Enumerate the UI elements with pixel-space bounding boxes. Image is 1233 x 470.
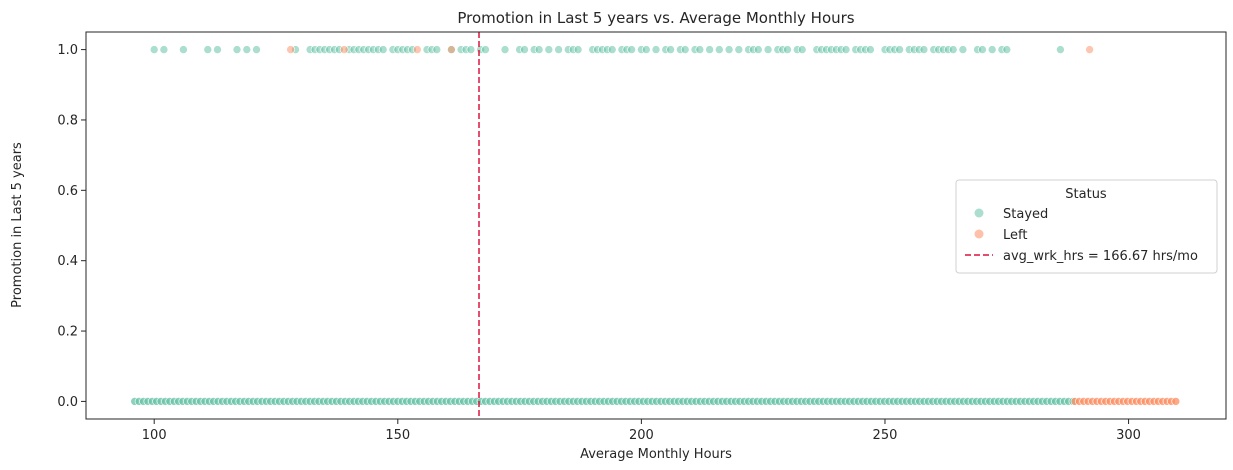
legend-marker-left xyxy=(974,229,984,239)
point-left xyxy=(447,45,456,54)
point-stayed xyxy=(179,45,188,54)
point-stayed xyxy=(958,45,968,54)
plot-frame xyxy=(85,31,1227,420)
point-stayed xyxy=(534,45,544,54)
y-axis-label: Promotion in Last 5 years xyxy=(10,142,25,308)
y-tick-label: 0.2 xyxy=(57,325,78,340)
point-stayed xyxy=(651,45,661,54)
point-stayed xyxy=(500,45,510,54)
point-stayed xyxy=(378,45,388,54)
point-left xyxy=(1085,45,1094,54)
point-stayed xyxy=(714,45,724,54)
point-stayed xyxy=(987,45,997,54)
point-stayed xyxy=(554,45,563,54)
point-stayed xyxy=(724,45,734,54)
point-stayed xyxy=(763,45,773,54)
y-tick-label: 0.6 xyxy=(57,184,78,199)
y-tick-label: 0.0 xyxy=(57,395,78,410)
point-stayed xyxy=(919,45,929,54)
point-stayed xyxy=(481,45,490,54)
x-tick-label: 250 xyxy=(873,428,898,443)
point-stayed xyxy=(627,45,636,54)
point-stayed xyxy=(734,45,744,54)
point-stayed xyxy=(866,45,875,54)
x-tick-label: 150 xyxy=(385,428,410,443)
point-stayed xyxy=(544,45,554,54)
legend-box xyxy=(955,179,1218,274)
y-tick-label: 0.4 xyxy=(57,254,78,269)
point-stayed xyxy=(783,45,792,54)
point-stayed xyxy=(978,45,987,54)
legend-marker-stayed xyxy=(974,208,984,218)
point-stayed xyxy=(203,45,213,54)
point-stayed xyxy=(520,45,529,54)
x-tick-label: 300 xyxy=(1116,428,1141,443)
point-stayed xyxy=(641,45,651,54)
point-stayed xyxy=(573,45,583,54)
point-left xyxy=(1171,397,1181,406)
x-axis-label: Average Monthly Hours xyxy=(580,447,732,462)
point-stayed xyxy=(232,45,242,54)
point-stayed xyxy=(680,45,690,54)
point-stayed xyxy=(705,45,714,54)
point-stayed xyxy=(432,45,442,54)
point-left xyxy=(412,45,422,54)
point-stayed xyxy=(1056,45,1065,54)
point-left xyxy=(286,45,295,54)
point-stayed xyxy=(607,45,617,54)
point-stayed xyxy=(666,45,675,54)
point-stayed xyxy=(213,45,222,54)
point-left xyxy=(339,45,349,54)
point-stayed xyxy=(159,45,169,54)
point-stayed xyxy=(695,45,705,54)
point-stayed xyxy=(1002,45,1012,54)
x-tick-label: 200 xyxy=(629,428,654,443)
legend-label-stayed: Stayed xyxy=(1003,207,1048,222)
y-tick-label: 1.0 xyxy=(57,43,78,58)
chart-title: Promotion in Last 5 years vs. Average Mo… xyxy=(457,9,854,27)
ticks-layer: 100 150 200 250 300 0.0 0.2 0.4 0.6 0.8 1.0 xyxy=(57,43,1141,443)
x-tick-label: 100 xyxy=(142,428,167,443)
point-stayed xyxy=(895,45,904,54)
legend-label-avg: avg_wrk_hrs = 166.67 hrs/mo xyxy=(1003,249,1198,264)
points-layer xyxy=(130,45,1181,406)
point-stayed xyxy=(242,45,252,54)
legend-title: Status xyxy=(1065,187,1107,202)
point-stayed xyxy=(841,45,851,54)
y-tick-label: 0.8 xyxy=(57,113,78,128)
point-stayed xyxy=(753,45,763,54)
point-stayed xyxy=(797,45,807,54)
point-stayed xyxy=(948,45,958,54)
legend-label-left: Left xyxy=(1003,228,1027,243)
point-stayed xyxy=(466,45,476,54)
legend: Status Stayed Left avg_wrk_hrs = 166.67 … xyxy=(955,179,1218,274)
point-stayed xyxy=(149,45,159,54)
point-stayed xyxy=(252,45,261,54)
